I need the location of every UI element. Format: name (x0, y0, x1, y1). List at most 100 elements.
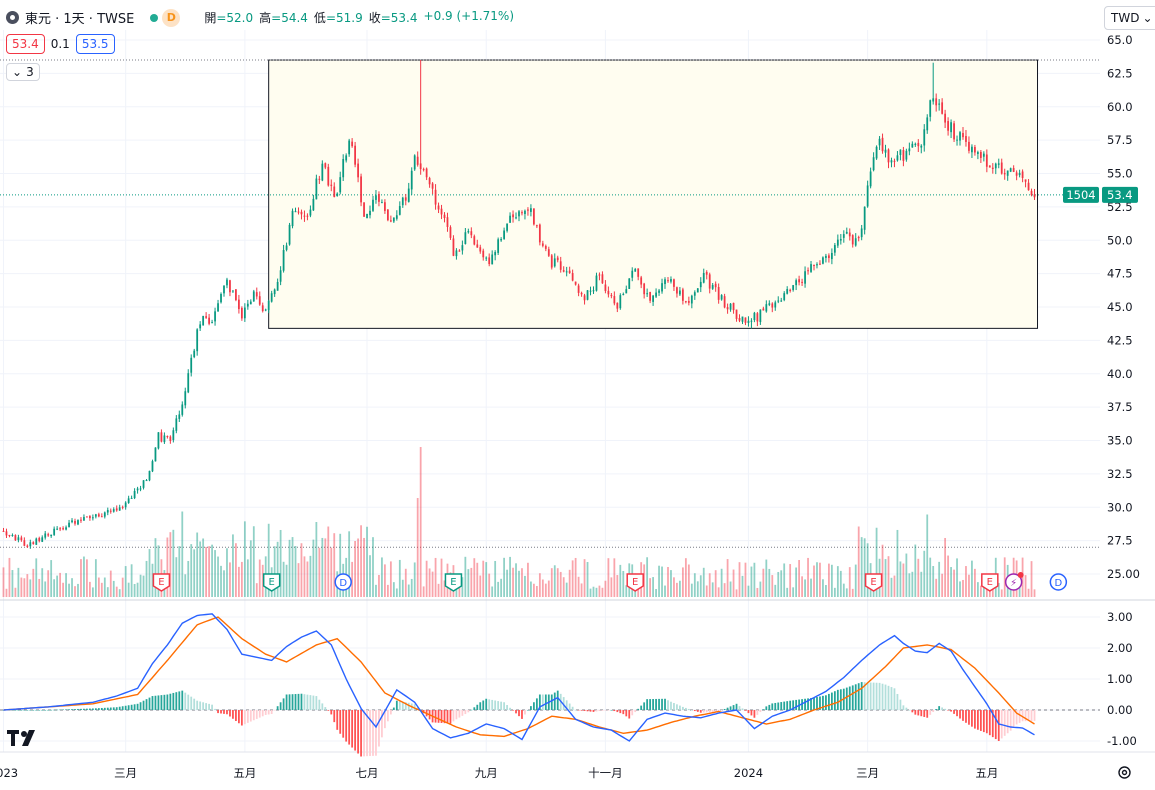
candle[interactable] (282, 250, 285, 271)
alert-marker-icon[interactable] (1004, 573, 1023, 591)
candle[interactable] (679, 290, 681, 295)
candle[interactable] (11, 535, 14, 537)
candle[interactable] (26, 545, 29, 547)
candle[interactable] (381, 202, 383, 204)
candle[interactable] (875, 146, 878, 159)
candle[interactable] (71, 520, 73, 523)
candle[interactable] (163, 435, 166, 443)
candle[interactable] (690, 295, 693, 304)
candle[interactable] (774, 302, 777, 308)
candle[interactable] (488, 257, 491, 265)
candle[interactable] (303, 215, 306, 217)
candle[interactable] (512, 214, 514, 218)
symbol-label[interactable]: 東元 · 1天 · TWSE (25, 12, 135, 27)
candle[interactable] (130, 497, 133, 499)
candle[interactable] (56, 528, 59, 530)
candle[interactable] (899, 149, 902, 156)
candle[interactable] (309, 209, 312, 216)
candle[interactable] (547, 249, 550, 256)
candle[interactable] (708, 274, 711, 289)
candle[interactable] (318, 178, 321, 180)
candle[interactable] (926, 117, 929, 131)
candle[interactable] (601, 274, 604, 284)
candle[interactable] (828, 255, 830, 259)
candle[interactable] (860, 228, 863, 238)
candle[interactable] (255, 292, 258, 297)
candle[interactable] (982, 153, 985, 157)
sell-price-button[interactable]: 53.4 (6, 34, 45, 54)
candle[interactable] (249, 301, 252, 305)
candle[interactable] (735, 309, 738, 319)
candle[interactable] (235, 289, 237, 301)
candle[interactable] (756, 313, 759, 322)
candle[interactable] (160, 432, 163, 442)
candle[interactable] (1006, 170, 1009, 176)
candle[interactable] (893, 160, 896, 162)
candle[interactable] (351, 141, 354, 147)
candle[interactable] (985, 154, 988, 167)
candle[interactable] (354, 145, 357, 165)
candle[interactable] (693, 292, 696, 296)
candle[interactable] (562, 270, 565, 272)
candle[interactable] (616, 302, 619, 309)
candle[interactable] (801, 281, 803, 283)
candle[interactable] (190, 357, 193, 373)
buy-price-button[interactable]: 53.5 (75, 34, 115, 54)
candle[interactable] (833, 245, 836, 253)
candle[interactable] (187, 373, 190, 393)
candle[interactable] (729, 303, 732, 310)
candle[interactable] (553, 258, 556, 267)
candle[interactable] (863, 206, 866, 230)
candle[interactable] (959, 132, 961, 141)
candle[interactable] (264, 309, 267, 311)
earnings-marker-icon[interactable] (864, 573, 883, 592)
candle[interactable] (574, 281, 577, 285)
candle[interactable] (261, 305, 264, 312)
candle[interactable] (446, 217, 449, 227)
candle[interactable] (342, 158, 345, 178)
candle[interactable] (77, 520, 79, 525)
candle[interactable] (59, 528, 62, 530)
candle[interactable] (205, 316, 208, 318)
candle[interactable] (479, 247, 482, 252)
candle[interactable] (747, 320, 750, 323)
candle[interactable] (464, 232, 467, 244)
candle[interactable] (32, 542, 35, 545)
candle[interactable] (395, 215, 398, 219)
candle[interactable] (482, 250, 485, 258)
candle[interactable] (50, 534, 53, 537)
candle[interactable] (1015, 172, 1018, 176)
candle[interactable] (157, 432, 160, 449)
candle[interactable] (792, 285, 795, 290)
currency-selector[interactable]: TWD ⌄ (1104, 6, 1155, 30)
candle[interactable] (103, 512, 106, 517)
candle[interactable] (378, 193, 380, 202)
candle[interactable] (673, 279, 675, 287)
candle[interactable] (822, 257, 824, 264)
candle[interactable] (461, 245, 464, 251)
candle[interactable] (169, 436, 172, 441)
candle[interactable] (503, 230, 505, 239)
candle[interactable] (398, 206, 401, 215)
candle[interactable] (1018, 172, 1021, 176)
candle[interactable] (577, 285, 580, 293)
candle[interactable] (786, 289, 789, 294)
candle[interactable] (136, 488, 139, 491)
candle[interactable] (780, 300, 783, 302)
candle[interactable] (556, 257, 559, 261)
candle[interactable] (518, 211, 520, 217)
candle[interactable] (509, 215, 511, 223)
candle[interactable] (878, 138, 881, 146)
candle[interactable] (458, 250, 461, 252)
candle[interactable] (470, 231, 473, 236)
candle[interactable] (646, 293, 649, 295)
candle[interactable] (997, 163, 1000, 165)
candle[interactable] (613, 296, 616, 304)
candle[interactable] (252, 291, 255, 302)
candle[interactable] (524, 210, 526, 215)
candle[interactable] (684, 301, 687, 303)
candle[interactable] (720, 295, 723, 300)
candle[interactable] (839, 238, 842, 241)
candle[interactable] (330, 184, 333, 186)
